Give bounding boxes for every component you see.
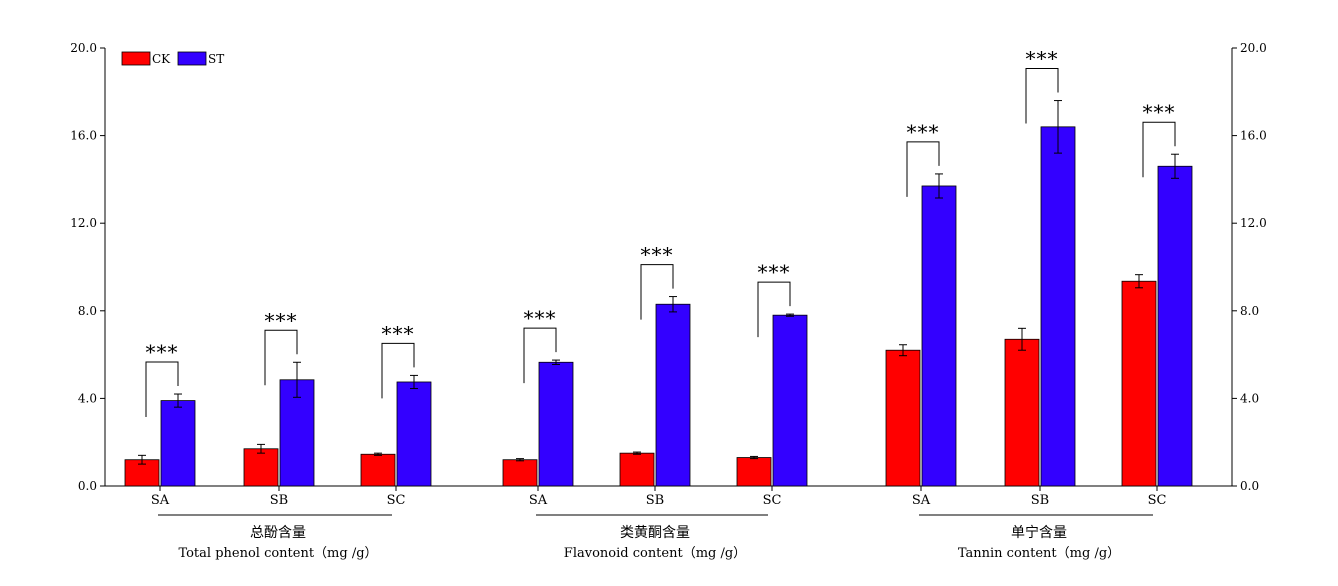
- group-label-zh: 总酚含量: [250, 525, 306, 541]
- left-tick-label: 16.0: [70, 129, 97, 143]
- right-tick-label: 16.0: [1240, 129, 1267, 143]
- significance-label: ***: [758, 260, 791, 284]
- significance-label: ***: [641, 243, 674, 267]
- category-label: SB: [1031, 493, 1049, 508]
- significance-label: ***: [524, 306, 557, 330]
- significance-bracket: [381, 342, 415, 399]
- category-label: SC: [763, 493, 782, 508]
- category-label: SA: [912, 493, 931, 508]
- error-bars: [138, 100, 1179, 465]
- bar-st: [538, 361, 574, 487]
- bar-ck: [736, 457, 772, 487]
- bar-st: [396, 381, 432, 487]
- significance-bracket: [264, 329, 298, 386]
- category-label: SB: [646, 493, 664, 508]
- right-tick-label: 20.0: [1240, 41, 1267, 55]
- right-tick-label: 12.0: [1240, 216, 1267, 230]
- legend-swatch-st: [177, 51, 207, 66]
- left-tick-label: 0.0: [78, 479, 97, 493]
- significance-label: ***: [146, 340, 179, 364]
- significance-bracket: [906, 141, 940, 197]
- bar-ck: [619, 452, 655, 487]
- group-label-en: Tannin content（mg /g）: [958, 546, 1120, 561]
- left-tick-label: 4.0: [78, 391, 97, 405]
- right-tick-label: 0.0: [1240, 479, 1259, 493]
- bar-ck: [502, 459, 538, 487]
- bar-ck: [243, 448, 279, 487]
- left-tick-label: 20.0: [70, 41, 97, 55]
- legend-swatch-ck: [121, 51, 151, 66]
- category-label: SA: [151, 493, 170, 508]
- left-tick-label: 8.0: [78, 304, 97, 318]
- legend: CK ST: [121, 51, 224, 66]
- bar-st: [655, 303, 691, 487]
- bar-st: [1157, 165, 1193, 487]
- significance-label: ***: [907, 120, 940, 144]
- bar-st: [1040, 126, 1076, 487]
- significance-bracket: [1142, 121, 1176, 178]
- significance-bracket: [523, 327, 557, 384]
- bar-ck: [360, 453, 396, 487]
- significance-label: ***: [265, 308, 298, 332]
- category-label: SC: [1148, 493, 1167, 508]
- significance-bracket: [757, 281, 791, 338]
- group-label-zh: 单宁含量: [1011, 524, 1067, 541]
- legend-label-ck: CK: [152, 52, 171, 66]
- group-label-en: Total phenol content（mg /g）: [178, 546, 377, 561]
- significance-brackets: *** *** *** *** *** *** *** *** ***: [145, 47, 1176, 418]
- left-tick-label: 12.0: [70, 216, 97, 230]
- bars: [124, 126, 1193, 487]
- group-label-en: Flavonoid content（mg /g）: [564, 546, 746, 561]
- right-tick-label: 8.0: [1240, 304, 1259, 318]
- significance-bracket: [145, 361, 179, 418]
- bar-ck: [1121, 280, 1157, 487]
- bar-st: [160, 400, 196, 487]
- bar-st: [772, 314, 808, 487]
- significance-label: ***: [1143, 100, 1176, 124]
- group-label-zh: 类黄酮含量: [620, 524, 690, 541]
- significance-bracket: [640, 264, 674, 320]
- right-tick-label: 4.0: [1240, 391, 1259, 405]
- category-labels: SA SB SC 总酚含量 Total phenol content（mg /g） SA S…: [151, 493, 1167, 561]
- category-label: SB: [270, 493, 288, 508]
- significance-label: ***: [382, 321, 415, 345]
- legend-label-st: ST: [208, 52, 224, 66]
- category-label: SA: [529, 493, 548, 508]
- significance-bracket: [1025, 68, 1059, 124]
- significance-label: ***: [1026, 47, 1059, 71]
- category-label: SC: [387, 493, 406, 508]
- bar-ck: [885, 349, 921, 487]
- bar-ck: [1004, 338, 1040, 487]
- bar-st: [921, 185, 957, 487]
